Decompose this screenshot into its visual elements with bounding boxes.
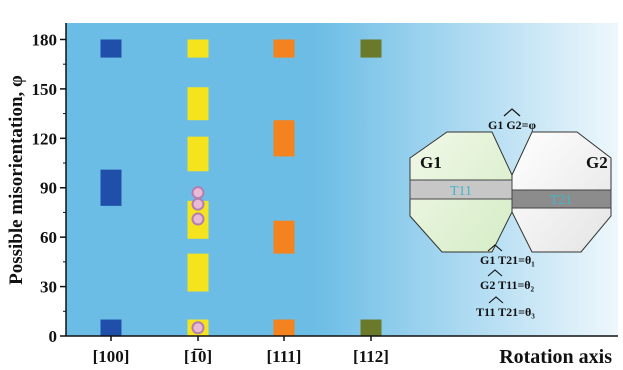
hat-symbol [487,269,503,277]
chart-marks [100,39,382,336]
bar-3-13 [360,319,382,336]
bar-0-0 [100,319,122,336]
bar-1-6 [187,136,209,172]
bar-2-11 [273,120,295,157]
y-tick-label: 60 [40,228,57,247]
bar-1-8 [187,39,209,58]
data-point-0 [191,321,205,335]
bar-2-10 [273,220,295,254]
bar-1-4 [187,253,209,292]
y-axis: 0 30 60 90 120 150 180 [32,23,67,346]
inset-formula-theta1: G1 T21=θ₁ [480,253,535,267]
x-tick-label: [100] [93,347,130,366]
y-tick-label: 150 [32,80,58,99]
x-tick-label: [1̅0] [184,347,212,366]
hat-symbol [487,244,503,252]
twin-t11-label: T11 [450,184,472,199]
x-tick-label: [112] [353,347,389,366]
y-tick-label: 120 [32,129,58,148]
y-tick-label: 180 [32,30,58,49]
twin-t21-label: T21 [550,193,573,208]
bar-3-14 [360,39,382,58]
data-point-1 [191,212,205,226]
inset-formula-theta3: T11 T21=θ₃ [476,305,535,319]
bar-2-12 [273,39,295,58]
y-tick-label: 90 [40,179,57,198]
bar-0-1 [100,169,122,206]
x-tick-label: [111] [267,347,302,366]
bar-0-2 [100,39,122,58]
grain-g1-label: G1 [420,153,442,172]
inset-formula-g1-g2: G1 G2=φ [488,118,537,132]
y-tick-label: 0 [49,327,58,346]
grain-schematic-inset: G1 G2=φ G1 G2 T11 T21 G1 T21=θ₁ G2 T11=θ… [409,108,612,319]
x-axis-label: Rotation axis [499,346,612,368]
bar-1-7 [187,87,209,121]
hat-symbol [503,108,521,117]
y-axis-label: Possible misorientation, φ [6,75,27,285]
grain-g2-label: G2 [586,153,608,172]
data-point-2 [191,197,205,211]
hat-symbol [488,296,504,304]
x-axis: [100] [1̅0] [111] [112] [66,335,618,366]
inset-formula-theta2: G2 T11=θ₂ [480,278,535,292]
data-point-3 [191,186,205,200]
y-tick-label: 30 [40,278,57,297]
twin-t21-band [511,189,612,209]
bar-2-9 [273,319,295,336]
